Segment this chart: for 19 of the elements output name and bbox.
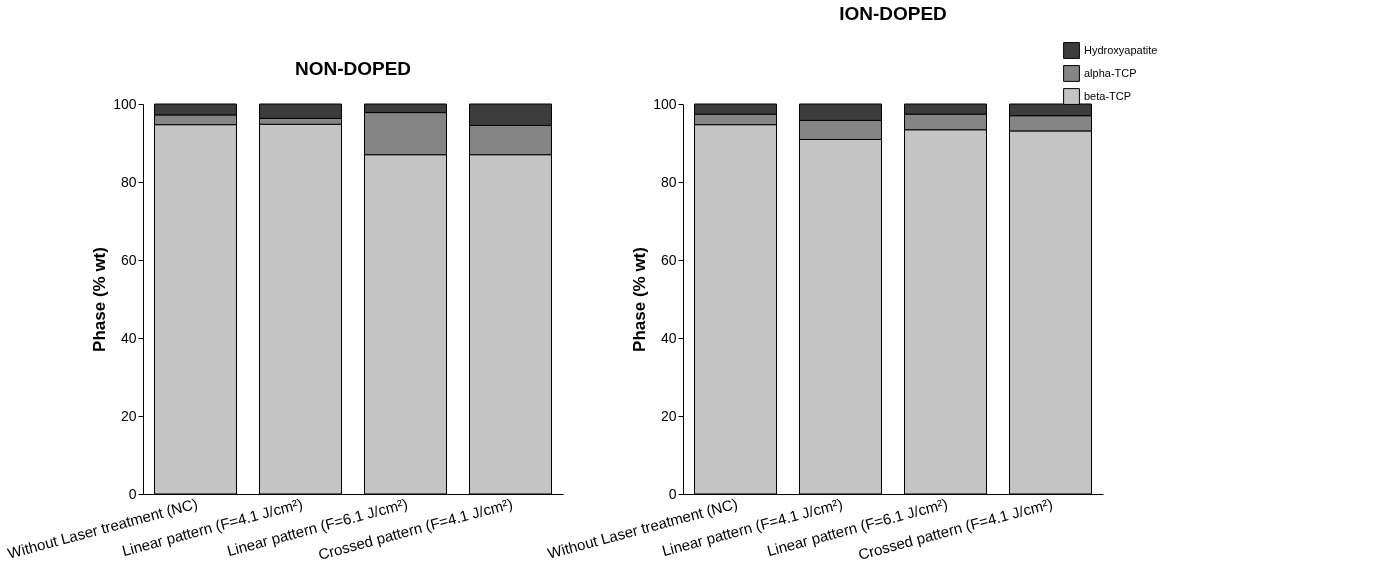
y-tick-label: 0 <box>668 485 677 502</box>
y-tick-label: 20 <box>120 407 137 424</box>
legend-label: Hydroxyapatite <box>1084 43 1158 56</box>
y-tick-label: 80 <box>660 173 677 190</box>
y-tick-label: 20 <box>660 407 677 424</box>
y-tick-label: 40 <box>120 329 137 346</box>
y-tick-label: 40 <box>660 329 677 346</box>
y-tick-label: 80 <box>120 173 137 190</box>
y-axis-title: Phase (% wt) <box>90 247 110 352</box>
chart-title: ION-DOPED <box>839 3 947 24</box>
legend-label: alpha-TCP <box>1084 66 1137 79</box>
chart-title: NON-DOPED <box>294 58 412 79</box>
y-tick-label: 60 <box>120 251 137 268</box>
legend-label: beta-TCP <box>1084 89 1132 102</box>
y-tick-label: 0 <box>128 485 137 502</box>
y-tick-label: 60 <box>660 251 677 268</box>
y-axis-title: Phase (% wt) <box>630 247 650 352</box>
y-tick-label: 100 <box>113 95 137 112</box>
y-tick-label: 100 <box>653 95 677 112</box>
